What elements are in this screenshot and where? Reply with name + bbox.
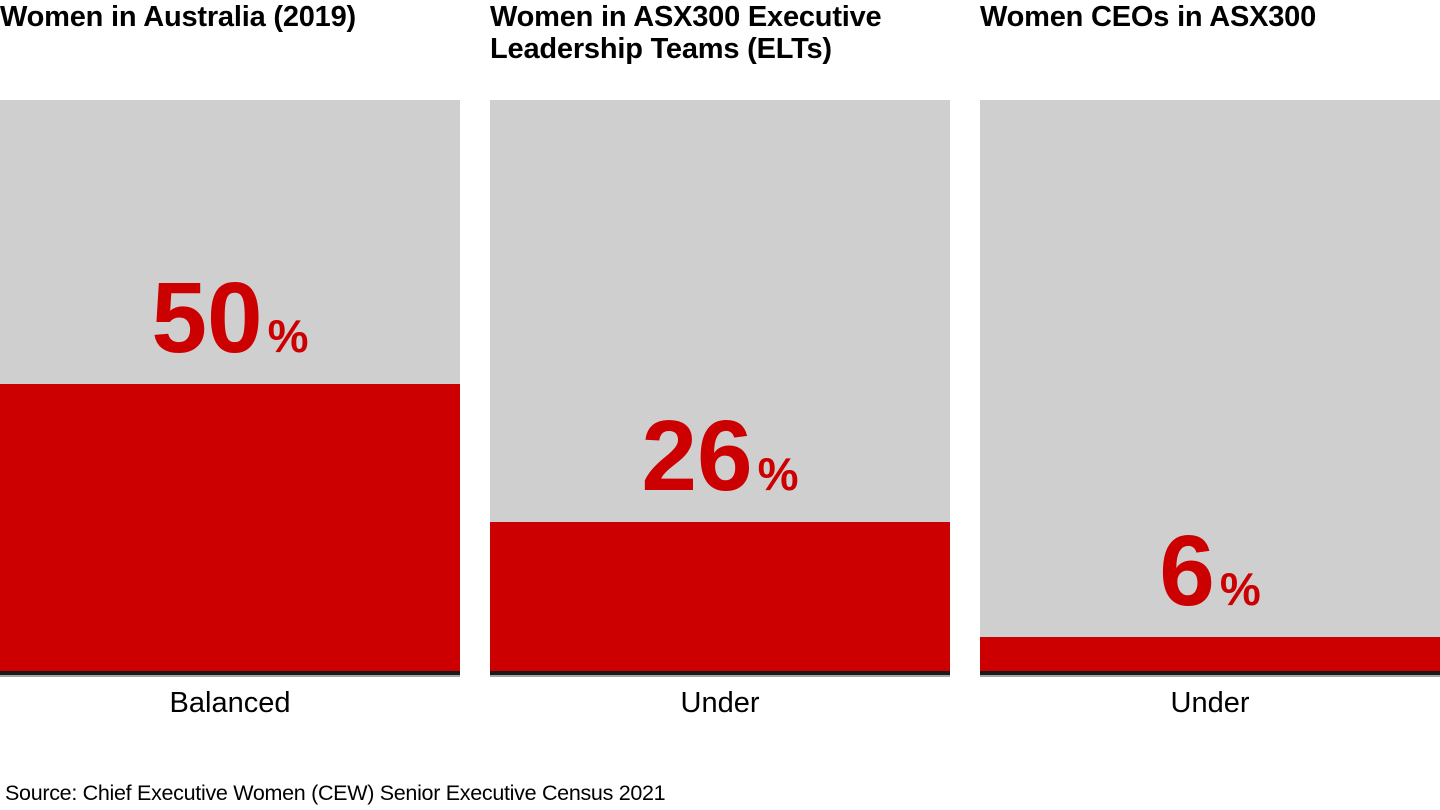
filled-bar: [0, 383, 460, 671]
chart-plot-area: 50%: [0, 100, 460, 675]
value-number: 26: [641, 399, 753, 512]
chart-column-women-in-australia: Women in Australia (2019) 50% Balanced: [0, 0, 460, 720]
chart-plot-area: 26%: [490, 100, 950, 675]
percent-sign-icon: %: [267, 309, 309, 362]
value-number: 6: [1159, 514, 1215, 627]
chart-title: Women CEOs in ASX300: [980, 1, 1317, 33]
chart-title: Women in Australia (2019): [0, 1, 356, 33]
value-number: 50: [151, 261, 263, 374]
chart-column-women-ceos-in-asx300: Women CEOs in ASX300 6% Under: [980, 0, 1440, 720]
chart-column-women-in-asx300-elts: Women in ASX300 Executive Leadership Tea…: [490, 0, 950, 720]
charts-row: Women in Australia (2019) 50% Balanced W…: [0, 0, 1440, 720]
value-label: 6%: [980, 521, 1440, 621]
filled-bar: [490, 521, 950, 671]
chart-plot-area: 6%: [980, 100, 1440, 675]
chart-title: Women in ASX300 Executive Leadership Tea…: [490, 1, 882, 65]
source-note: Source: Chief Executive Women (CEW) Seni…: [5, 781, 666, 805]
category-label: Under: [680, 687, 760, 719]
value-label: 50%: [0, 268, 460, 368]
value-label: 26%: [490, 406, 950, 506]
filled-bar: [980, 636, 1440, 671]
percent-sign-icon: %: [757, 447, 799, 500]
category-label: Balanced: [169, 687, 291, 719]
category-label: Under: [1170, 687, 1250, 719]
percent-sign-icon: %: [1219, 562, 1261, 615]
